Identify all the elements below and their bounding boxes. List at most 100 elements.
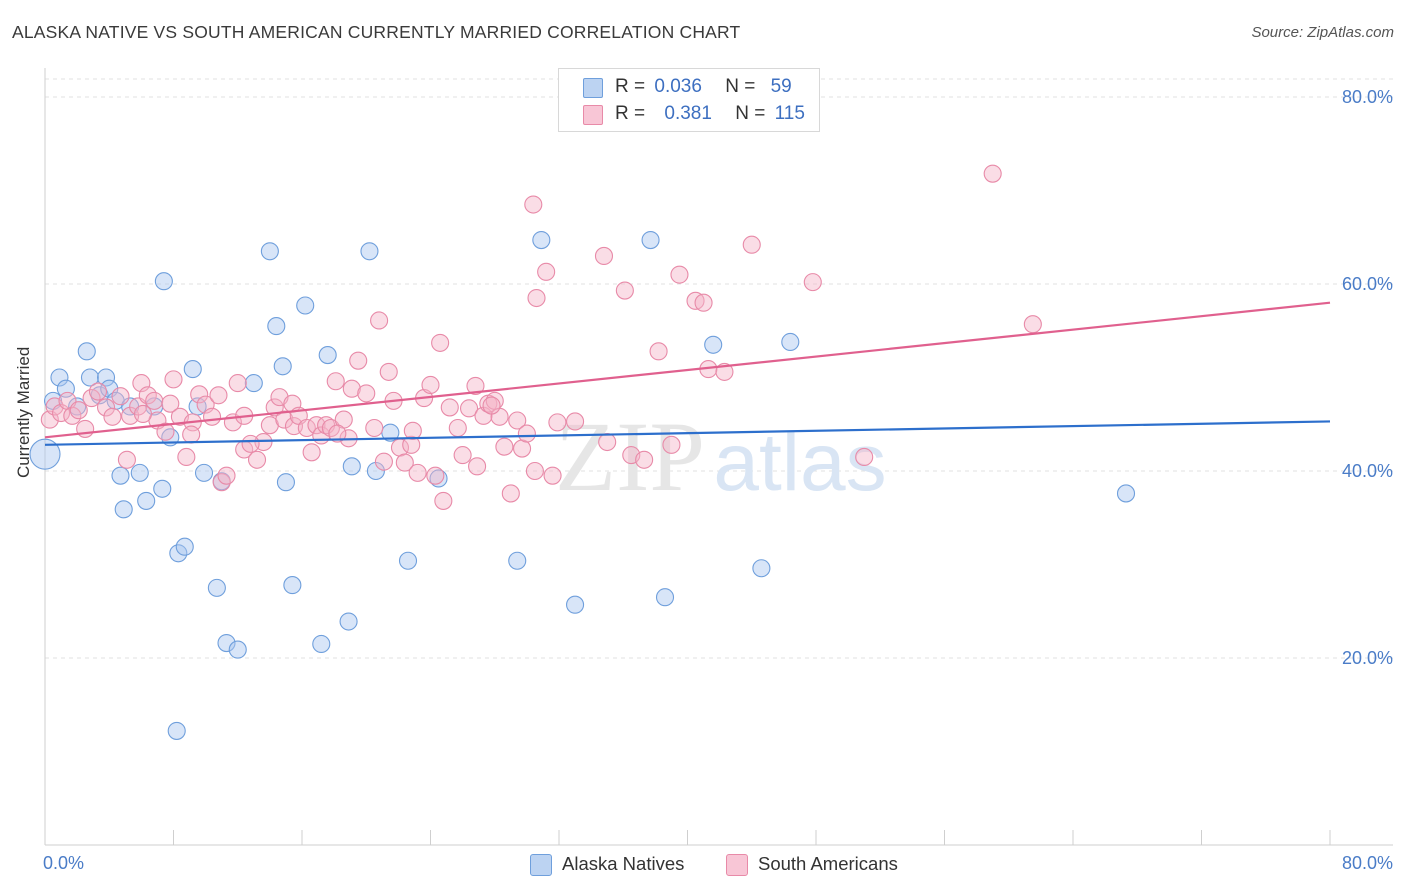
alaska-native-point [781, 332, 800, 352]
south-american-point [421, 375, 440, 395]
bottom-legend-swatch-pink [726, 854, 748, 876]
south-american-point [537, 262, 556, 281]
south-american-point [326, 372, 345, 391]
alaska-native-point [153, 479, 172, 498]
south-american-point [103, 407, 122, 426]
south-american-point [307, 416, 326, 435]
south-american-point [803, 273, 822, 292]
south-american-point [241, 434, 260, 453]
alaska-native-point [169, 544, 188, 563]
south-american-point [82, 389, 101, 408]
bottom-legend-label: South Americans [758, 853, 898, 874]
south-american-point [76, 419, 95, 438]
alaska-native-point [207, 578, 226, 597]
south-american-point [203, 407, 222, 426]
x-tick-label-min: 0.0% [43, 853, 84, 873]
alaska-native-point [752, 559, 771, 578]
south-american-point [615, 281, 634, 300]
x-tick-label-max: 80.0% [1342, 853, 1393, 873]
alaska-native-point [641, 231, 660, 250]
south-american-point [365, 418, 384, 438]
legend-r-value: 0.381 [664, 103, 712, 124]
south-american-point [855, 447, 874, 467]
alaska-native-point [532, 231, 551, 250]
legend-n-label: N = [725, 76, 756, 97]
south-american-point [594, 246, 614, 265]
south-american-point [275, 410, 294, 429]
watermark-zip: ZIP [555, 401, 705, 512]
alaska-native-trend-line [44, 420, 1331, 446]
legend-r-value: 0.036 [654, 76, 702, 97]
south-american-point [466, 376, 485, 395]
alaska-native-point [260, 242, 279, 261]
south-american-point [525, 461, 544, 481]
legend-swatch-blue [583, 78, 603, 98]
trend-lines [44, 301, 1331, 446]
south-american-point [495, 437, 514, 456]
y-tick-label: 60.0% [1342, 274, 1393, 294]
south-american-point [228, 374, 247, 393]
south-american-point [164, 370, 183, 389]
alaska-native-point [167, 721, 186, 740]
south-american-point [635, 450, 654, 469]
south-american-point [431, 333, 450, 352]
south-american-point [598, 432, 617, 452]
south-american-point [402, 435, 421, 454]
alaska-native-point [77, 342, 96, 361]
alaska-native-point [29, 438, 61, 470]
alaska-native-point [194, 463, 214, 482]
south-american-point [517, 424, 536, 443]
alaska-native-point [508, 551, 527, 570]
correlation-legend: R = 0.036 N = 59 R = 0.381 N = 115 [558, 68, 820, 132]
south-american-point [357, 384, 376, 403]
south-american-point [426, 466, 445, 485]
south-american-point [161, 394, 180, 413]
south-american-point [548, 413, 567, 432]
south-american-point [566, 412, 585, 431]
south-american-point [513, 439, 532, 458]
south-american-point [983, 164, 1002, 183]
tick-labels: 20.0% 40.0% 60.0% 80.0% 0.0% 80.0% [43, 87, 1393, 873]
south-american-point [649, 342, 668, 361]
alaska-native-point [342, 457, 361, 476]
alaska-native-point [130, 463, 149, 482]
alaska-native-point [228, 640, 247, 659]
south-american-point [69, 401, 88, 420]
legend-swatch-pink [583, 105, 603, 125]
chart-title: ALASKA NATIVE VS SOUTH AMERICAN CURRENTL… [12, 22, 741, 42]
alaska-native-point [655, 588, 675, 607]
south-american-point [662, 435, 681, 454]
south-american-point [302, 443, 321, 462]
south-american-point [379, 362, 398, 381]
south-american-point [209, 386, 228, 405]
axes [44, 68, 1393, 846]
south-american-point [468, 457, 487, 476]
south-american-point [328, 424, 347, 443]
south-american-point [694, 293, 713, 312]
y-tick-label: 20.0% [1342, 648, 1393, 668]
alaska-native-point [398, 551, 418, 570]
south-american-point [370, 311, 389, 330]
south-american-point [527, 288, 546, 308]
alaska-native-point [704, 335, 723, 354]
alaska-native-point [360, 242, 379, 261]
alaska-native-point [339, 612, 358, 631]
south-american-point [508, 411, 527, 430]
legend-n-value: 115 [774, 103, 805, 124]
south-american-point [374, 452, 393, 471]
south-american-point [133, 404, 153, 424]
south-american-point [742, 235, 761, 254]
south-american-point [524, 195, 543, 214]
bottom-legend-swatch-blue [530, 854, 552, 876]
south-american-point [265, 398, 284, 417]
legend-r-label: R = [615, 103, 646, 124]
alaska-native-point [50, 368, 69, 387]
south-american-point [395, 453, 414, 472]
south-american-point [1023, 315, 1042, 334]
south-american-point [111, 387, 130, 406]
south-american-point [670, 265, 689, 284]
alaska-native-point [154, 272, 173, 291]
chart-source: Source: ZipAtlas.com [1251, 24, 1394, 41]
alaska-native-point [183, 360, 202, 379]
